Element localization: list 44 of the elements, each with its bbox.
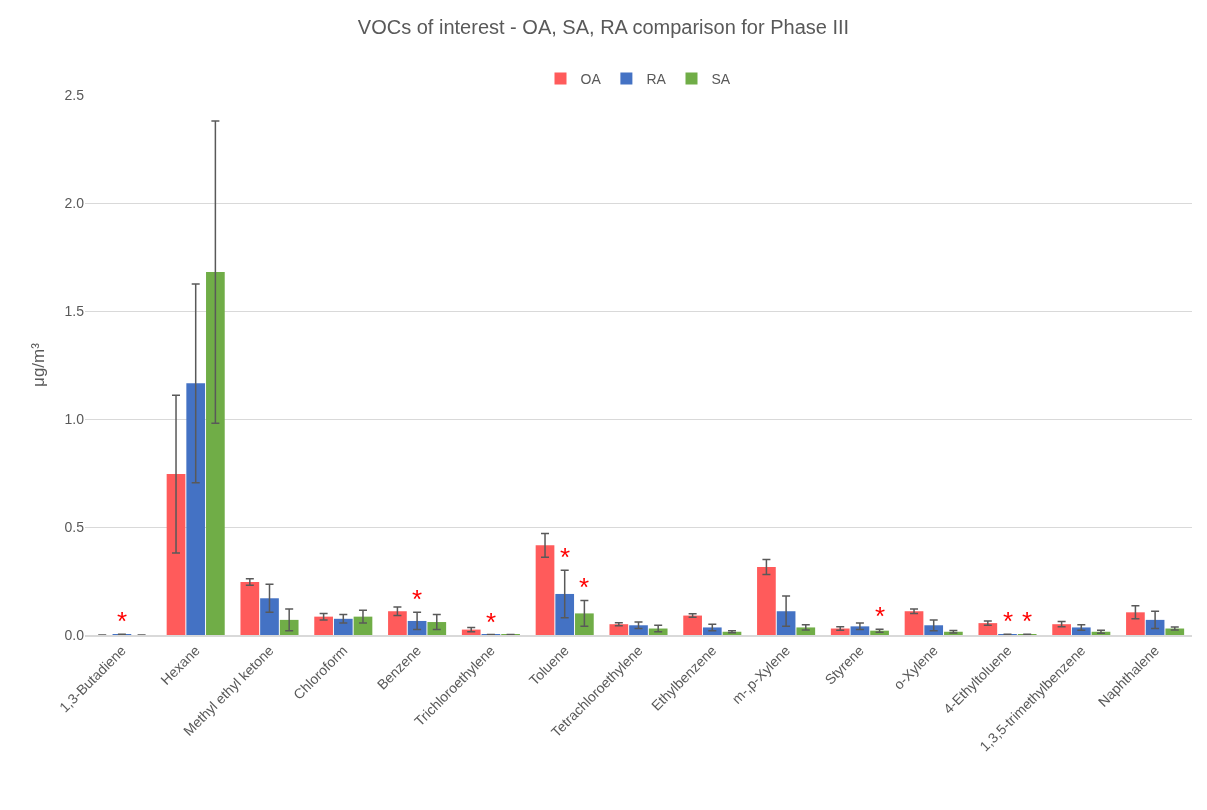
y-tick-label: 2.0 [64, 194, 85, 211]
bar [683, 615, 702, 635]
y-tick-label: 1.5 [64, 302, 85, 319]
bar [1071, 627, 1091, 635]
y-tick-label: 0.0 [64, 626, 85, 643]
bar [702, 627, 722, 635]
legend-label: SA [711, 71, 731, 88]
bar [279, 619, 299, 635]
bar [575, 613, 594, 635]
bar [166, 474, 186, 635]
annotation: * [579, 572, 590, 602]
y-axis-title: μg/m³ [29, 342, 49, 387]
y-tick-label: 2.5 [64, 86, 85, 103]
bar [1126, 612, 1145, 635]
bar [314, 616, 333, 635]
bar [629, 625, 648, 635]
y-tick-label: 0.5 [64, 518, 85, 535]
bar [555, 593, 575, 635]
annotation: * [412, 584, 423, 614]
bar [924, 625, 944, 635]
annotation: * [117, 606, 128, 636]
annotation: * [560, 542, 571, 572]
bar [333, 618, 353, 635]
chart-title: VOCs of interest - OA, SA, RA comparison for Phase III [357, 16, 850, 39]
bar [1052, 624, 1071, 635]
y-tick-label: 1.0 [64, 410, 85, 427]
bar [978, 623, 998, 635]
bar [535, 545, 555, 635]
bar [240, 582, 260, 635]
bar [850, 626, 870, 635]
bar [757, 566, 776, 635]
annotation: * [875, 601, 886, 631]
bar [904, 611, 924, 635]
legend-label: OA [580, 71, 602, 88]
annotation: * [1003, 606, 1014, 636]
bar [427, 622, 447, 635]
annotation: * [1022, 606, 1033, 636]
bar [206, 272, 225, 635]
annotation: * [486, 607, 497, 637]
bar [609, 624, 629, 635]
bar [260, 598, 279, 635]
bar [388, 611, 407, 635]
legend-label: RA [646, 71, 667, 88]
bar [186, 383, 206, 635]
